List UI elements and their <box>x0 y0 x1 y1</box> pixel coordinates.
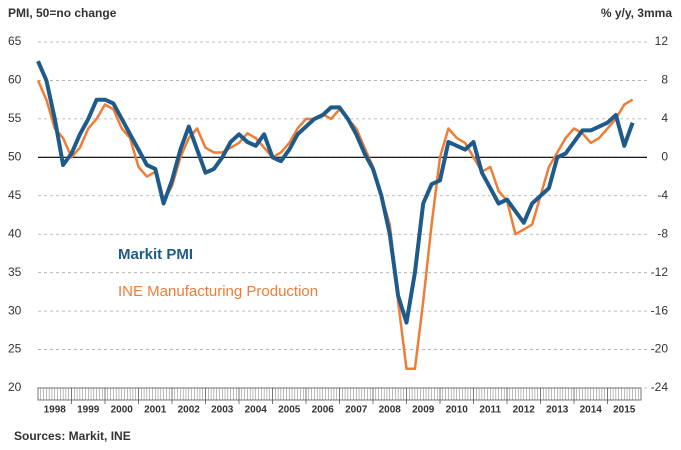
y2-tick-label: 4 <box>661 111 668 125</box>
x-tick-label: 2009 <box>412 405 435 416</box>
y2-tick-label: 12 <box>655 34 669 48</box>
x-tick-label: 2004 <box>245 405 268 416</box>
x-tick-label: 2002 <box>178 405 201 416</box>
x-tick-label: 2001 <box>144 405 167 416</box>
y2-tick-label: 8 <box>661 73 668 87</box>
y2-tick-label: -12 <box>651 265 669 279</box>
y-tick-label: 20 <box>8 380 22 394</box>
y-tick-label: 50 <box>8 150 22 164</box>
y2-tick-label: -8 <box>657 226 668 240</box>
y-tick-label: 60 <box>8 73 22 87</box>
y-tick-label: 35 <box>8 265 22 279</box>
series-line <box>36 79 634 371</box>
legend-label: Markit PMI <box>118 246 193 263</box>
legend-label: INE Manufacturing Production <box>118 283 318 300</box>
source: Sources: Markit, INE <box>14 429 131 443</box>
y2-tick-label: -4 <box>657 188 668 202</box>
x-tick-label: 2006 <box>312 405 335 416</box>
y-tick-label: 40 <box>8 226 22 240</box>
y2-tick-label: -20 <box>651 342 669 356</box>
x-tick-label: 1998 <box>44 405 67 416</box>
y2-axis-label: % y/y, 3mma <box>601 6 672 20</box>
y-axis-label: PMI, 50=no change <box>8 6 117 20</box>
x-tick-label: 2005 <box>278 405 301 416</box>
y-tick-label: 30 <box>8 303 22 317</box>
x-tick-label: 2007 <box>345 405 368 416</box>
x-tick-label: 2003 <box>211 405 234 416</box>
series-line <box>36 60 635 325</box>
x-tick-label: 2011 <box>479 405 501 416</box>
x-tick-label: 2010 <box>446 405 469 416</box>
x-tick-label: 2012 <box>513 405 536 416</box>
x-tick-label: 2013 <box>546 405 569 416</box>
x-tick-label: 2014 <box>580 405 603 416</box>
x-tick-label: 2015 <box>613 405 636 416</box>
x-tick-label: 2008 <box>379 405 402 416</box>
y2-tick-label: -16 <box>651 303 669 317</box>
y-tick-label: 55 <box>8 111 22 125</box>
y-tick-label: 45 <box>8 188 22 202</box>
y2-tick-label: 0 <box>661 150 668 164</box>
x-tick-label: 2000 <box>111 405 134 416</box>
y2-tick-label: -24 <box>651 380 669 394</box>
y-tick-label: 25 <box>8 342 22 356</box>
y-tick-label: 65 <box>8 34 22 48</box>
x-tick-label: 1999 <box>77 405 100 416</box>
